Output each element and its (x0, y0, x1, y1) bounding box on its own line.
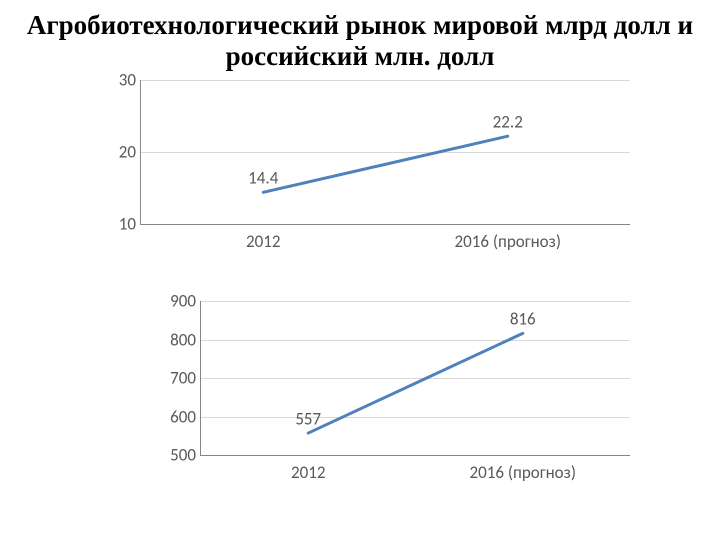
world-market-chart: 10203020122016 (прогноз)14.422.2 (90, 80, 630, 265)
slide: { "title": "Агробиотехнологический рынок… (0, 0, 720, 540)
data-label: 14.4 (248, 168, 278, 189)
series-line (141, 80, 630, 224)
data-label: 22.2 (493, 112, 523, 133)
x-tick-label: 2012 (246, 231, 280, 252)
x-tick-label: 2016 (прогноз) (455, 231, 561, 252)
russian-market-chart: 50060070080090020122016 (прогноз)557816 (150, 301, 630, 496)
y-tick-label: 500 (151, 445, 196, 466)
russian-market-plot: 50060070080090020122016 (прогноз)557816 (200, 301, 630, 456)
y-tick-label: 700 (151, 368, 196, 389)
y-tick-label: 30 (91, 70, 136, 91)
series-line (201, 301, 630, 455)
y-tick-label: 800 (151, 329, 196, 350)
y-tick-label: 10 (91, 214, 136, 235)
y-tick-label: 900 (151, 291, 196, 312)
page-title: Агробиотехнологический рынок мировой млр… (20, 10, 700, 72)
charts-container: 10203020122016 (прогноз)14.422.2 5006007… (20, 80, 700, 496)
data-label: 557 (295, 409, 321, 430)
data-label: 816 (510, 309, 536, 330)
y-tick-label: 600 (151, 406, 196, 427)
x-tick-label: 2012 (291, 462, 325, 483)
x-tick-label: 2016 (прогноз) (470, 462, 576, 483)
world-market-plot: 10203020122016 (прогноз)14.422.2 (140, 80, 630, 225)
y-tick-label: 20 (91, 142, 136, 163)
